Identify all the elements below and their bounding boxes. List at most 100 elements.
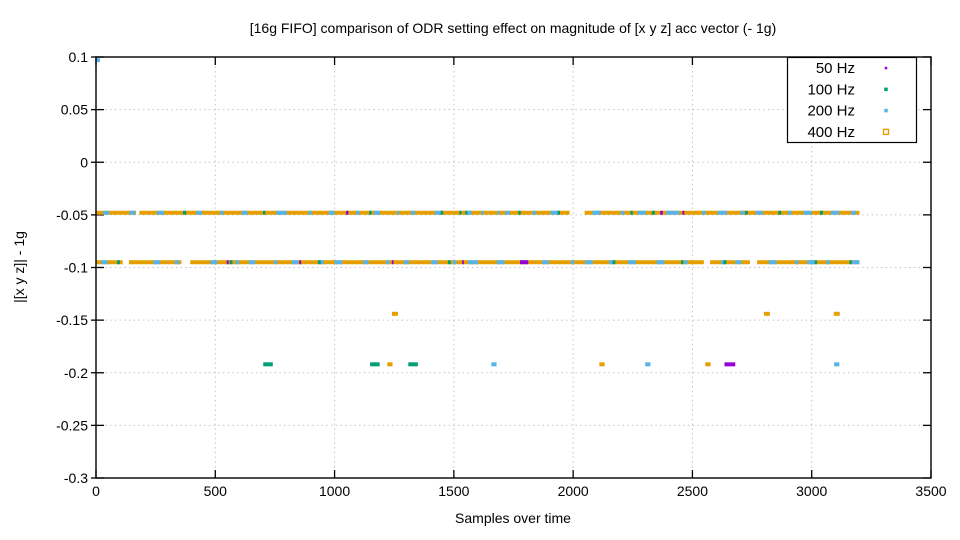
band-segment-200Hz: [740, 210, 744, 215]
band-segment-200Hz: [570, 260, 575, 265]
band-segment-100Hz: [723, 260, 727, 265]
y-tick-label: 0.1: [69, 49, 89, 65]
band-segment-100Hz: [814, 260, 817, 265]
band-segment-200Hz: [830, 210, 840, 215]
outlier-point-400Hz: [705, 362, 711, 367]
band-segment-200Hz: [717, 210, 728, 215]
band-segment-200Hz: [851, 210, 856, 215]
band-segment-200Hz: [852, 260, 860, 265]
band-segment-200Hz: [385, 260, 390, 265]
band-segment-200Hz: [410, 210, 416, 215]
tick-labels: 0 500 1000 1500 2000 2500 3000 3500 0.1 0.05 0 -0.0…: [56, 49, 947, 499]
legend-label-200Hz: 200 Hz: [807, 103, 855, 120]
band-segment-100Hz: [263, 210, 266, 215]
band-segment-200Hz: [129, 210, 136, 215]
band-segment-200Hz: [397, 210, 400, 215]
band-segment-400Hz: [96, 210, 137, 215]
band-segment-200Hz: [356, 210, 360, 215]
band-segment-50Hz: [462, 260, 464, 265]
band-segment-50Hz: [391, 260, 394, 265]
band-segment-200Hz: [735, 260, 742, 265]
legend-label-400Hz: 400 Hz: [807, 124, 855, 141]
outlier-point-200Hz: [645, 362, 651, 367]
band-segment-400Hz: [190, 260, 704, 265]
band-segment-200Hz: [403, 260, 410, 265]
x-tick-label: 2500: [677, 483, 708, 499]
axis-text: [16g FIFO] comparison of ODR setting eff…: [11, 20, 776, 526]
y-tick-label: -0.15: [56, 312, 88, 328]
band-segment-200Hz: [806, 260, 815, 265]
band-segment-50Hz: [299, 260, 302, 265]
band-segment-200Hz: [637, 210, 646, 215]
legend: 50 Hz 100 Hz 200 Hz 400 Hz: [786, 56, 918, 144]
legend-label-50Hz: 50 Hz: [816, 60, 855, 77]
band-segment-200Hz: [755, 210, 763, 215]
band-segment-100Hz: [820, 210, 823, 215]
x-tick-label: 3500: [915, 483, 946, 499]
band-segment-100Hz: [778, 210, 782, 215]
band-segment-200Hz: [103, 210, 110, 215]
legend-label-100Hz: 100 Hz: [807, 81, 855, 98]
y-tick-label: -0.05: [56, 207, 88, 223]
outlier-point-200Hz: [491, 362, 497, 367]
outlier-point-100Hz: [408, 362, 418, 367]
band-segment-400Hz: [139, 210, 570, 215]
band-segment-200Hz: [608, 260, 613, 265]
outlier-point-200Hz: [96, 58, 100, 63]
band-segment-200Hz: [174, 260, 180, 265]
y-tick-label: -0.25: [56, 417, 88, 433]
band-segment-50Hz: [346, 210, 349, 215]
plot-border: [95, 56, 932, 479]
band-segment-100Hz: [849, 260, 852, 265]
legend-marker-50Hz: [884, 66, 888, 70]
band-segment-200Hz: [532, 210, 537, 215]
band-segment-100Hz: [440, 210, 444, 215]
band-segment-200Hz: [235, 260, 240, 265]
outlier-point-400Hz: [387, 362, 393, 367]
outlier-point-100Hz: [263, 362, 273, 367]
legend-marker-100Hz: [884, 87, 888, 92]
band-segment-200Hz: [468, 260, 479, 265]
outlier-point-50Hz: [724, 362, 736, 367]
legend-marker-400Hz: [882, 128, 890, 136]
band-segment-200Hz: [787, 210, 792, 215]
x-axis-label: Samples over time: [455, 510, 571, 526]
band-segment-200Hz: [505, 210, 510, 215]
band-segment-200Hz: [656, 260, 665, 265]
band-segment-100Hz: [317, 260, 321, 265]
band-segment-100Hz: [229, 260, 233, 265]
outlier-point-400Hz: [763, 311, 770, 316]
x-tick-label: 1500: [438, 483, 469, 499]
outlier-point-400Hz: [833, 311, 840, 316]
band-segment-200Hz: [431, 260, 438, 265]
band-segment-200Hz: [550, 210, 558, 215]
band-segment-100Hz: [116, 260, 120, 265]
outlier-point-200Hz: [834, 362, 840, 367]
band-segment-200Hz: [334, 260, 343, 265]
band-segment-200Hz: [803, 210, 812, 215]
y-axis-label: |[x y z]| - 1g: [11, 231, 27, 303]
band-segment-200Hz: [585, 260, 593, 265]
x-tick-label: 0: [92, 483, 100, 499]
band-segment-200Hz: [196, 210, 203, 215]
band-segment-50Hz: [682, 210, 685, 215]
outlier-point-100Hz: [370, 362, 380, 367]
band-segment-200Hz: [768, 260, 777, 265]
band-segment-100Hz: [518, 210, 521, 215]
band-segment-200Hz: [496, 260, 505, 265]
band-segment-200Hz: [241, 210, 248, 215]
y-tick-label: 0: [80, 154, 88, 170]
band-segment-200Hz: [248, 260, 256, 265]
band-segment-50Hz: [519, 260, 529, 265]
band-segment-100Hz: [447, 260, 451, 265]
band-segment-200Hz: [666, 210, 680, 215]
band-segment-200Hz: [328, 210, 335, 215]
chart-title: [16g FIFO] comparison of ODR setting eff…: [250, 20, 777, 36]
x-tick-label: 2000: [558, 483, 589, 499]
band-segment-200Hz: [620, 210, 625, 215]
band-segment-100Hz: [369, 210, 372, 215]
band-segment-200Hz: [291, 260, 299, 265]
outlier-point-400Hz: [599, 362, 605, 367]
